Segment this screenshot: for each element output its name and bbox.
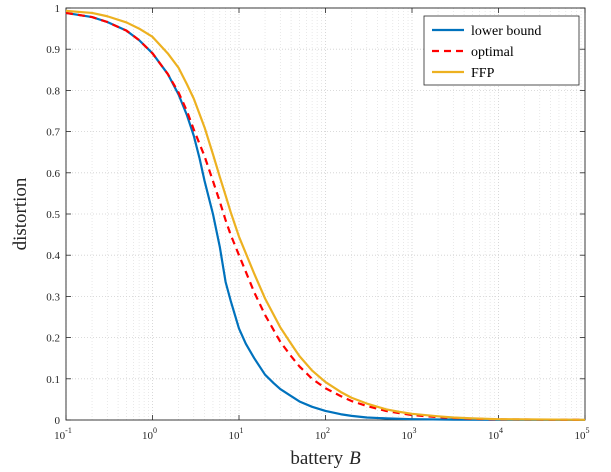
x-tick-label-base: 10 <box>142 430 154 442</box>
legend: lower bound optimal FFP <box>423 15 580 86</box>
x-tick-label-base: 10 <box>54 430 66 442</box>
x-tick-label: 103 <box>402 426 417 442</box>
y-tick-label: 1 <box>55 3 61 15</box>
x-tick-label-base: 10 <box>575 430 587 442</box>
x-tick-label: 101 <box>229 426 244 442</box>
x-tick-label: 105 <box>575 426 590 442</box>
x-tick-label-exponent: 2 <box>326 426 330 435</box>
x-axis-label-variable: B <box>349 448 361 469</box>
legend-label: lower bound <box>471 24 541 39</box>
x-tick-label-exponent: 1 <box>240 426 244 435</box>
y-tick-label: 0.9 <box>46 44 60 56</box>
y-tick-label: 0 <box>55 415 61 427</box>
x-tick-label-exponent: 5 <box>586 426 590 435</box>
x-tick-label-exponent: -1 <box>65 426 72 435</box>
x-tick-label: 104 <box>488 426 503 442</box>
y-tick-label: 0.2 <box>46 333 60 345</box>
x-tick-label: 102 <box>315 426 330 442</box>
axes <box>65 7 586 421</box>
y-tick-label: 0.5 <box>46 209 60 221</box>
series-line-ffp <box>65 9 586 421</box>
legend-label: FFP <box>471 66 495 81</box>
series-layer <box>65 9 586 422</box>
x-axis-label-text: battery <box>290 448 343 469</box>
plot-frame <box>65 7 586 421</box>
x-tick-label-exponent: 3 <box>413 426 417 435</box>
x-tick-label-base: 10 <box>488 430 500 442</box>
tick-labels: 10-1 100 101 102 103 104 10500.10.20.30.40.50.… <box>46 3 589 442</box>
x-tick-label-exponent: 4 <box>499 426 503 435</box>
x-axis-label: battery B <box>290 448 361 469</box>
series-line-optimal <box>65 11 586 421</box>
x-tick-label: 10-1 <box>54 426 72 442</box>
y-tick-label: 0.4 <box>46 250 60 262</box>
y-tick-label: 0.6 <box>46 168 60 180</box>
y-tick-label: 0.1 <box>46 374 60 386</box>
y-tick-label: 0.7 <box>46 127 60 139</box>
x-tick-label-base: 10 <box>229 430 241 442</box>
y-axis-label: distortion <box>10 177 31 250</box>
x-tick-label: 100 <box>142 426 157 442</box>
x-tick-label-base: 10 <box>402 430 414 442</box>
y-tick-label: 0.3 <box>46 291 60 303</box>
y-tick-label: 0.8 <box>46 85 60 97</box>
x-tick-label-base: 10 <box>315 430 327 442</box>
legend-box <box>423 15 580 86</box>
x-tick-label-exponent: 0 <box>153 426 157 435</box>
legend-label: optimal <box>471 45 514 60</box>
